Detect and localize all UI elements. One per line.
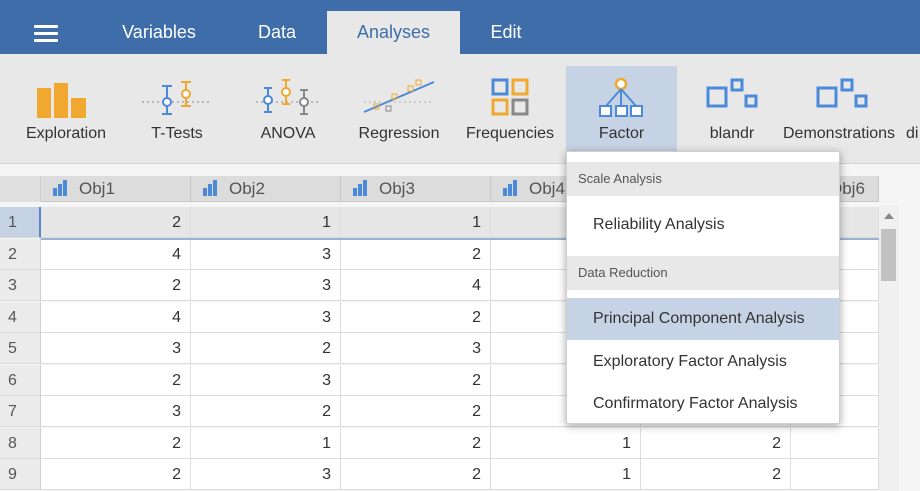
menu-bar: Variables Data Analyses Edit [0,0,920,54]
section-data-reduction: Data Reduction [567,256,839,290]
column-name: Obj4 [529,179,565,198]
table-cell[interactable]: 1 [491,427,641,459]
table-cell[interactable] [791,427,879,459]
table-cell[interactable]: 2 [41,459,191,490]
table-cell[interactable]: 2 [41,207,191,238]
table-cell[interactable]: 3 [191,459,341,490]
blandr-icon [706,78,758,108]
tab-variables[interactable]: Variables [122,22,196,42]
frequencies-button[interactable]: Frequencies [458,66,562,152]
row-header[interactable]: 5 [0,333,41,364]
table-cell[interactable]: 3 [341,333,491,364]
tab-analyses[interactable]: Analyses [327,11,460,54]
continuous-variable-icon [353,179,367,196]
exploration-button[interactable]: Exploration [14,66,118,152]
di-button[interactable]: di [904,66,920,152]
table-cell[interactable]: 2 [341,238,491,270]
blandr-button[interactable]: blandr [682,66,782,152]
regression-label: Regression [358,125,440,142]
t-tests-icon [142,81,212,115]
row-header[interactable]: 2 [0,238,41,270]
table-cell[interactable]: 1 [191,427,341,459]
column-header-obj1[interactable]: Obj1 [41,176,191,202]
blandr-label: blandr [709,125,755,142]
menu-item-confirmatory-factor-analysis[interactable]: Confirmatory Factor Analysis [593,395,798,412]
table-cell[interactable]: 2 [341,301,491,333]
table-cell[interactable] [791,459,879,490]
table-cell[interactable]: 2 [191,396,341,427]
regression-icon [363,79,435,113]
table-cell[interactable]: 2 [341,427,491,459]
table-cell[interactable]: 1 [491,459,641,490]
t-tests-button[interactable]: T-Tests [124,66,230,152]
continuous-variable-icon [203,179,217,196]
factor-icon [599,77,643,117]
table-cell[interactable]: 2 [191,333,341,364]
anova-icon [256,79,320,115]
table-cell[interactable]: 4 [341,270,491,301]
grid-corner [0,176,41,202]
tab-edit[interactable]: Edit [490,22,522,42]
factor-dropdown-menu: Scale Analysis Reliability Analysis Data… [566,151,840,424]
table-cell[interactable]: 3 [41,396,191,427]
frequencies-icon [491,78,529,116]
table-cell[interactable]: 2 [41,364,191,396]
table-cell[interactable]: 2 [341,459,491,490]
table-cell[interactable]: 3 [191,301,341,333]
row-header[interactable]: 4 [0,301,41,333]
continuous-variable-icon [503,179,517,196]
analyses-ribbon: Exploration T-Tests [0,54,920,164]
selection-line [41,238,881,240]
row-header[interactable]: 9 [0,459,41,490]
table-cell[interactable]: 1 [191,207,341,238]
table-cell[interactable]: 2 [641,427,791,459]
scroll-up-icon[interactable] [884,213,894,219]
hamburger-menu-icon[interactable] [34,25,58,42]
exploration-label: Exploration [25,125,107,142]
table-cell[interactable]: 3 [41,333,191,364]
table-cell[interactable]: 3 [191,364,341,396]
table-cell[interactable]: 4 [41,238,191,270]
row-header[interactable]: 3 [0,270,41,301]
column-name: Obj3 [379,179,415,198]
row-header[interactable]: 1 [0,207,41,238]
continuous-variable-icon [53,179,67,196]
t-tests-label: T-Tests [151,125,203,142]
vertical-scrollbar[interactable] [879,205,899,491]
table-cell[interactable]: 3 [191,238,341,270]
row-header[interactable]: 7 [0,396,41,427]
table-cell[interactable]: 2 [341,364,491,396]
anova-label: ANOVA [260,125,316,142]
factor-label: Factor [598,125,645,142]
column-header-obj3[interactable]: Obj3 [341,176,491,202]
row-header[interactable]: 6 [0,364,41,396]
table-cell[interactable]: 2 [341,396,491,427]
table-cell[interactable]: 2 [41,270,191,301]
demonstrations-button[interactable]: Demonstrations [782,66,902,152]
scroll-thumb[interactable] [881,229,896,281]
di-label: di [906,125,919,142]
row-header[interactable]: 8 [0,427,41,459]
column-name: Obj2 [229,179,265,198]
column-header-obj2[interactable]: Obj2 [191,176,341,202]
menu-item-exploratory-factor-analysis[interactable]: Exploratory Factor Analysis [593,353,787,370]
menu-item-principal-component-analysis[interactable]: Principal Component Analysis [567,298,839,340]
anova-button[interactable]: ANOVA [236,66,340,152]
table-cell[interactable]: 2 [641,459,791,490]
regression-button[interactable]: Regression [346,66,452,152]
table-cell[interactable]: 3 [191,270,341,301]
menu-item-reliability-analysis[interactable]: Reliability Analysis [593,216,725,233]
column-name: Obj1 [79,179,115,198]
factor-button[interactable]: Factor [566,66,677,152]
frequencies-label: Frequencies [465,125,555,142]
table-cell[interactable]: 1 [341,207,491,238]
section-scale-analysis: Scale Analysis [567,162,839,196]
exploration-icon [37,83,86,118]
demonstrations-icon [816,78,868,108]
table-cell[interactable]: 2 [41,427,191,459]
table-cell[interactable]: 4 [41,301,191,333]
demonstrations-label: Demonstrations [783,125,896,142]
tab-data[interactable]: Data [257,22,297,42]
